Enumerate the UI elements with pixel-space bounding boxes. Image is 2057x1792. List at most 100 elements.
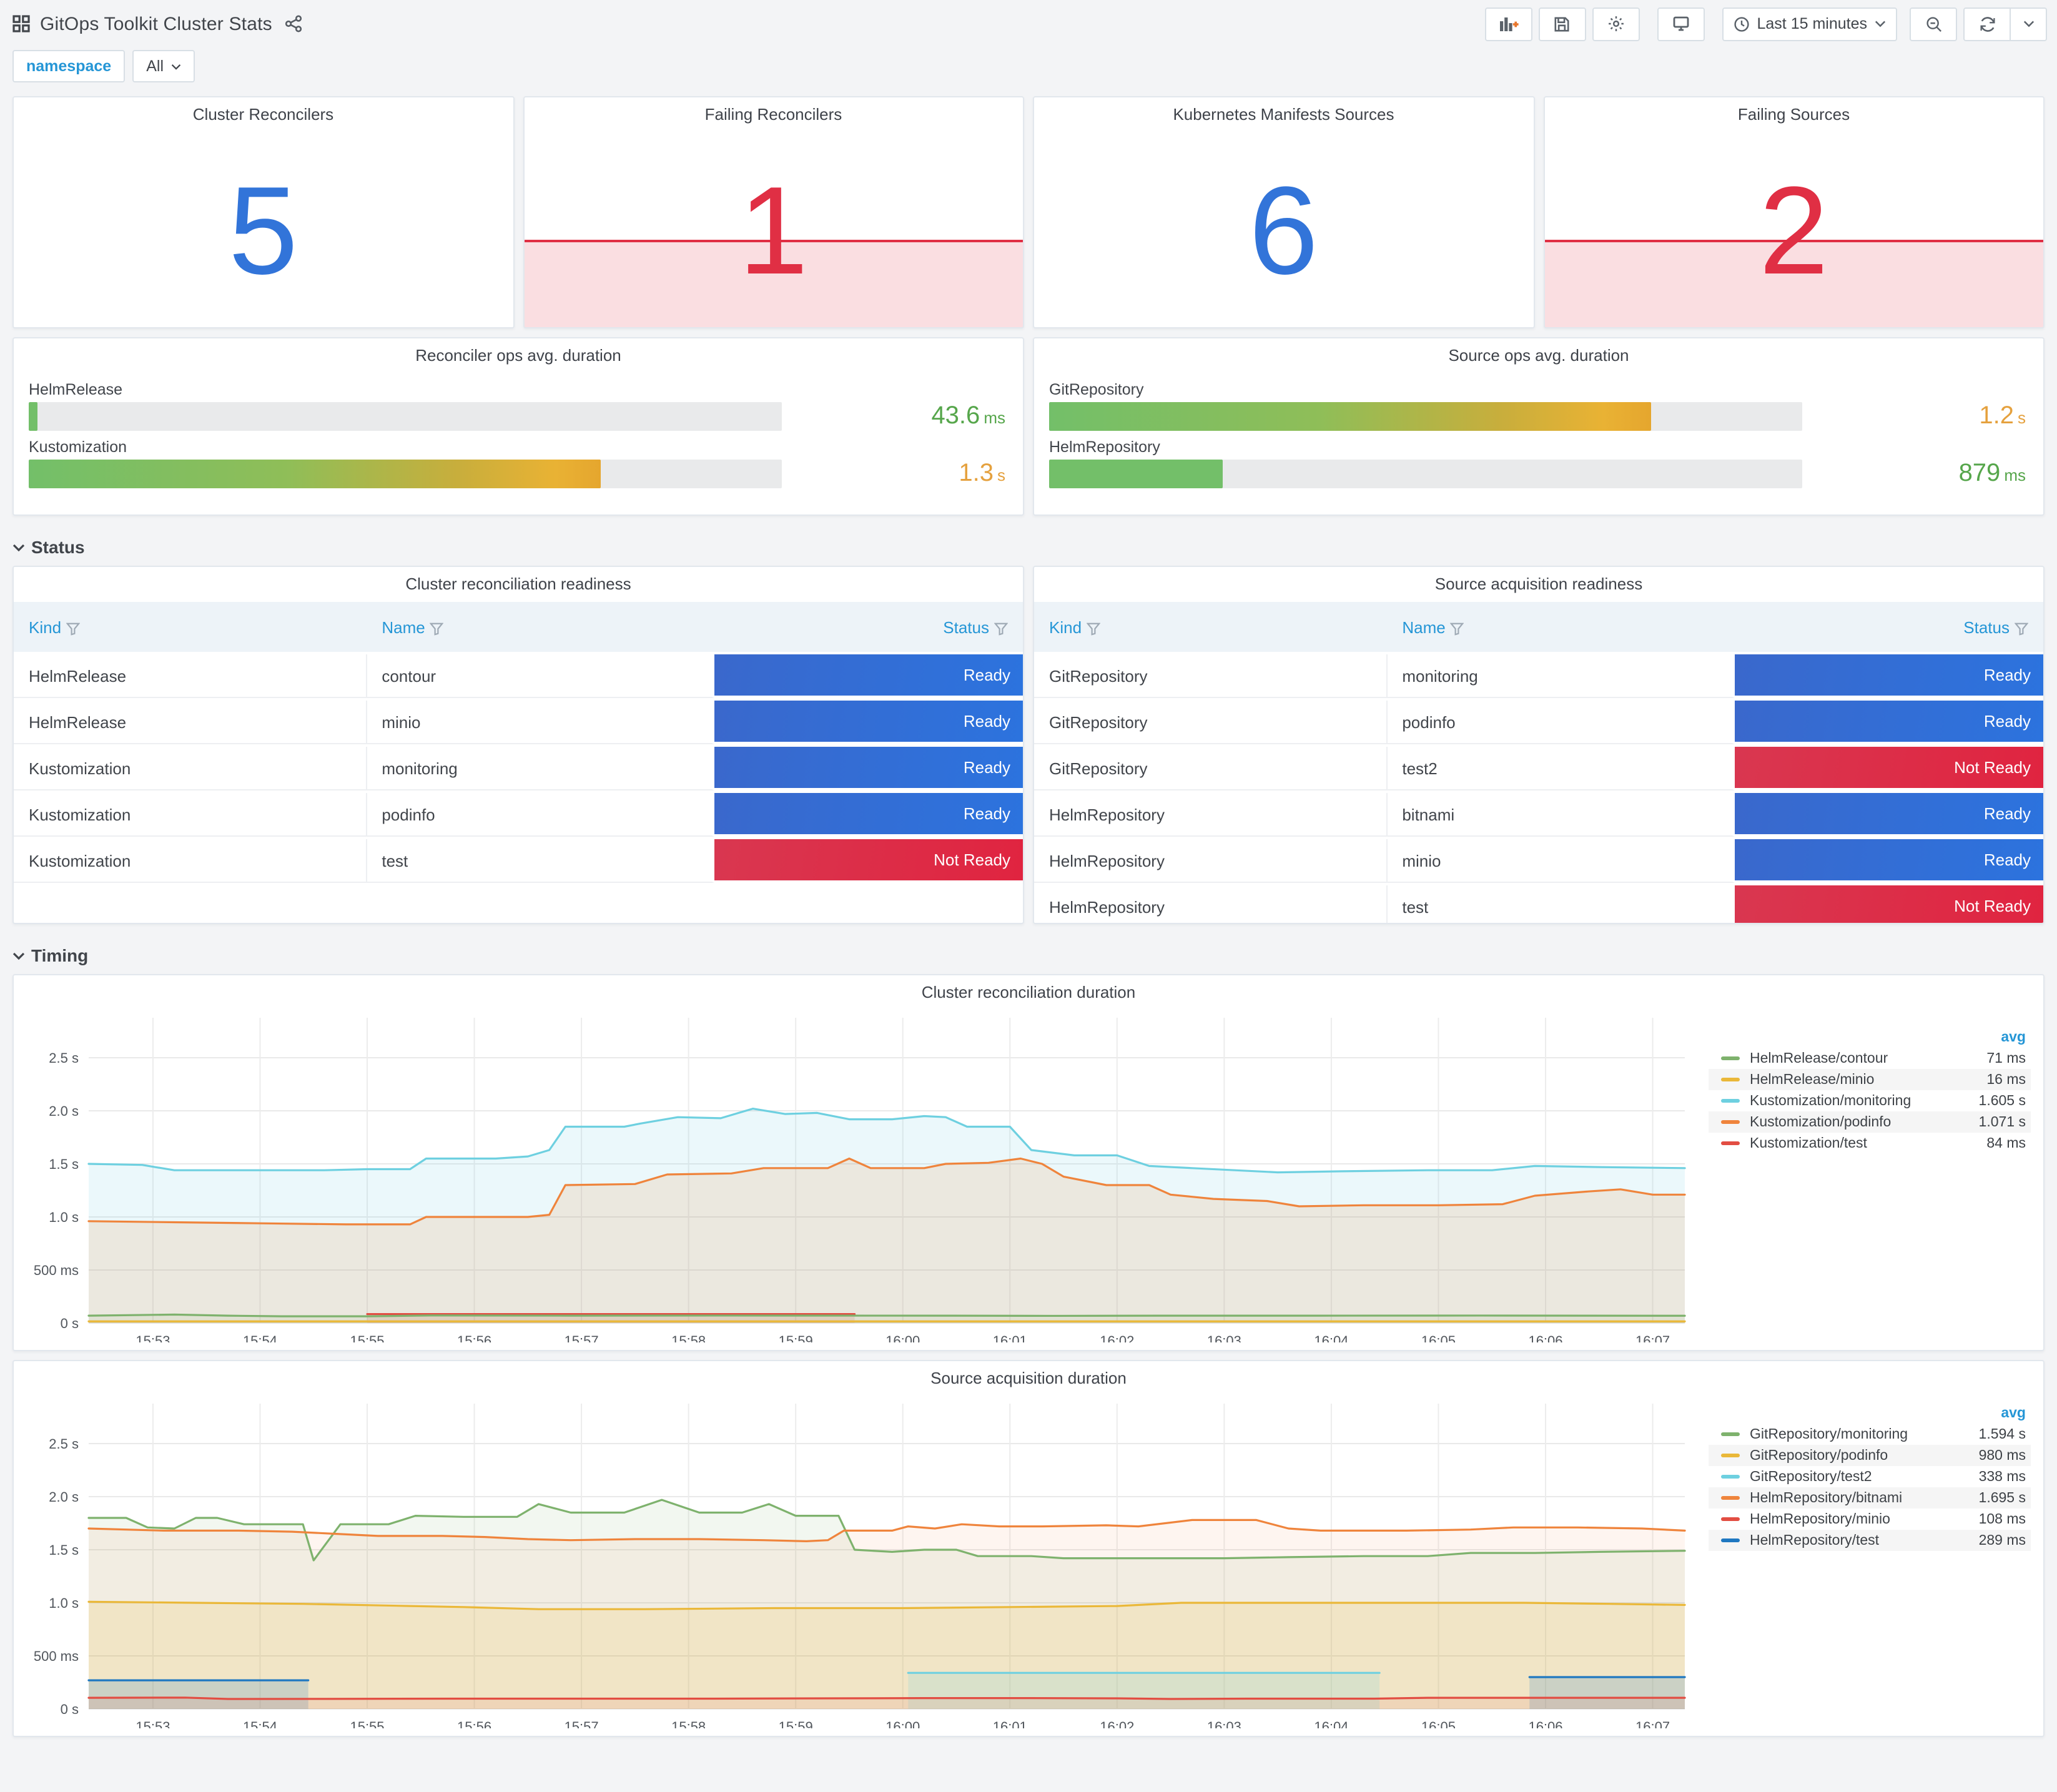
clock-icon [1734,16,1749,31]
legend-item[interactable]: HelmRepository/bitnami 1.695 s [1709,1487,2031,1509]
legend-item[interactable]: Kustomization/test 84 ms [1709,1133,2031,1154]
panel-title: Cluster reconciliation duration [921,983,1136,1002]
time-range-picker[interactable]: Last 15 minutes [1722,7,1897,41]
svg-text:15:53: 15:53 [136,1333,170,1342]
legend-item[interactable]: HelmRelease/contour 71 ms [1709,1048,2031,1069]
legend-item[interactable]: HelmRelease/minio 16 ms [1709,1069,2031,1090]
table-panel-source-readiness[interactable]: Source acquisition readiness Kind Name Sta… [1033,566,2045,924]
cell-name: podinfo [367,793,715,837]
status-badge: Not Ready [1735,885,2043,923]
cell-name: contour [367,654,715,698]
panel-title: Reconciler ops avg. duration [415,346,621,365]
legend-item[interactable]: Kustomization/monitoring 1.605 s [1709,1090,2031,1111]
tv-mode-button[interactable] [1657,7,1705,41]
zoom-out-button[interactable] [1910,7,1957,41]
svg-text:16:07: 16:07 [1635,1719,1670,1728]
legend-item[interactable]: HelmRepository/minio 108 ms [1709,1509,2031,1530]
gauge-track [29,402,782,431]
refresh-button[interactable] [1963,7,2011,41]
namespace-variable-select[interactable]: All [132,50,195,82]
svg-text:16:02: 16:02 [1100,1333,1134,1342]
svg-text:16:06: 16:06 [1528,1333,1562,1342]
stat-panel-failing-sources[interactable]: Failing Sources 2 [1543,96,2045,328]
svg-text:16:05: 16:05 [1421,1719,1456,1728]
cell-name: test2 [1387,747,1735,790]
column-header-status[interactable]: Status [714,602,1023,652]
column-header-name[interactable]: Name [367,602,715,652]
column-header-status[interactable]: Status [1735,602,2043,652]
stat-panel-manifests-sources[interactable]: Kubernetes Manifests Sources 6 [1033,96,1534,328]
column-header-name[interactable]: Name [1387,602,1735,652]
gauge-panel-reconciler-ops[interactable]: Reconciler ops avg. duration HelmRelease… [12,337,1024,516]
threshold-line [1544,240,2043,243]
series-color-swatch [1721,1496,1740,1500]
page-title: GitOps Toolkit Cluster Stats [40,13,272,34]
legend-item[interactable]: GitRepository/test2 338 ms [1709,1466,2031,1487]
series-color-swatch [1721,1475,1740,1479]
gauge-value: 1.2 s [1979,402,2026,430]
add-panel-button[interactable] [1484,7,1532,41]
refresh-interval-dropdown[interactable] [2011,7,2047,41]
chart-panel-cluster-reconciliation-duration[interactable]: Cluster reconciliation duration 0 s 500 m… [12,974,2045,1351]
panel-title: Source ops avg. duration [1448,346,1629,365]
namespace-variable-label: namespace [12,50,126,82]
timeseries-plot[interactable]: 0 s 500 ms 1.0 s 1.5 s 2.0 s 2.5 s 15:53 15:54 1… [19,1389,1700,1728]
gauge-fill [1049,460,1223,488]
legend-item[interactable]: HelmRepository/test 289 ms [1709,1530,2031,1551]
chart-panel-source-acquisition-duration[interactable]: Source acquisition duration 0 s 500 ms 1.0… [12,1360,2045,1737]
legend-item[interactable]: GitRepository/monitoring 1.594 s [1709,1424,2031,1445]
svg-text:15:56: 15:56 [457,1719,491,1728]
svg-text:0 s: 0 s [61,1316,79,1331]
series-avg-value: 980 ms [1978,1448,2026,1463]
share-icon[interactable] [285,15,302,32]
stat-panel-failing-reconcilers[interactable]: Failing Reconcilers 1 [523,96,1024,328]
legend-avg-header[interactable]: avg [2001,1406,2026,1421]
status-badge: Ready [714,793,1023,837]
cell-kind: Kustomization [14,793,367,837]
panel-title: Failing Reconcilers [704,105,842,124]
panel-title: Source acquisition readiness [1434,574,1643,593]
series-avg-value: 16 ms [1986,1072,2026,1087]
cell-name: test [367,839,715,883]
row-toggle-status[interactable]: Status [12,533,2057,561]
gauge-panel-source-ops[interactable]: Source ops avg. duration GitRepository 1… [1033,337,2045,516]
gauge-label: HelmRepository [1049,438,1160,456]
save-dashboard-button[interactable] [1538,7,1586,41]
section-label: Status [31,537,85,557]
svg-text:500 ms: 500 ms [34,1263,79,1278]
status-badge: Not Ready [1735,747,2043,790]
series-color-swatch [1721,1078,1740,1081]
table-row: GitRepository monitoring Ready [1034,654,2043,698]
cell-kind: GitRepository [1034,701,1388,744]
column-header-kind[interactable]: Kind [1034,602,1388,652]
svg-text:15:56: 15:56 [457,1333,491,1342]
timeseries-plot[interactable]: 0 s 500 ms 1.0 s 1.5 s 2.0 s 2.5 s 15:53 15:54 1… [19,1003,1700,1342]
stat-panel-cluster-reconcilers[interactable]: Cluster Reconcilers 5 [12,96,514,328]
legend-item[interactable]: Kustomization/podinfo 1.071 s [1709,1111,2031,1133]
svg-text:15:54: 15:54 [243,1333,277,1342]
legend-avg-header[interactable]: avg [2001,1030,2026,1045]
legend-item[interactable]: GitRepository/podinfo 980 ms [1709,1445,2031,1466]
settings-button[interactable] [1592,7,1640,41]
series-color-swatch [1721,1120,1740,1124]
svg-text:15:54: 15:54 [243,1719,277,1728]
cell-name: monitoring [367,747,715,790]
row-toggle-timing[interactable]: Timing [12,942,2057,969]
column-header-kind[interactable]: Kind [14,602,367,652]
series-name: HelmRepository/bitnami [1750,1490,1903,1505]
gauge-track [1049,402,1802,431]
time-range-label: Last 15 minutes [1757,15,1868,32]
svg-text:15:59: 15:59 [779,1333,813,1342]
series-color-swatch [1721,1056,1740,1060]
gauges-row: Reconciler ops avg. duration HelmRelease… [0,337,2057,516]
table-panel-cluster-readiness[interactable]: Cluster reconciliation readiness Kind Nam… [12,566,1024,924]
table-row: HelmRepository test Not Ready [1034,885,2043,923]
series-color-swatch [1721,1099,1740,1103]
panel-title: Source acquisition duration [930,1369,1127,1387]
series-name: HelmRepository/test [1750,1533,1880,1548]
tables-row: Cluster reconciliation readiness Kind Nam… [0,566,2057,924]
dashboard-grid-icon[interactable] [12,15,30,32]
gauge-row: GitRepository 1.2 s [1049,381,2028,431]
panel-title: Cluster reconciliation readiness [405,574,631,593]
